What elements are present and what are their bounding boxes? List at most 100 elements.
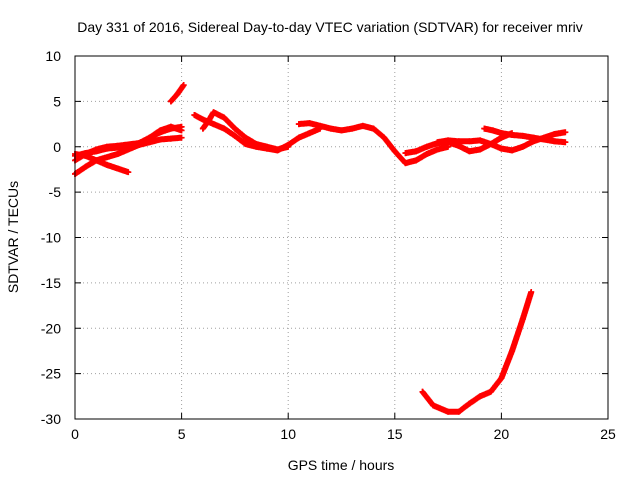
data-point: [391, 148, 398, 155]
data-point: [263, 143, 270, 150]
data-point: [434, 139, 441, 146]
series-arc-e: [167, 82, 187, 105]
data-point: [413, 148, 420, 155]
series-arc-g: [199, 109, 292, 153]
tick-layer: 0 5 10 15 20 25 -30 -25 -20 -15 -10 -5 0 5 10: [41, 48, 616, 442]
data-point: [349, 125, 356, 132]
data-point: [317, 122, 324, 129]
data-point: [338, 127, 345, 134]
data-point: [93, 148, 100, 155]
data-point: [125, 169, 132, 176]
data-point: [231, 125, 238, 132]
data-point: [167, 98, 174, 105]
data-point: [530, 138, 537, 145]
data-point: [509, 347, 516, 354]
data-point: [519, 316, 526, 323]
data-point: [199, 116, 206, 123]
data-point: [402, 150, 409, 157]
data-point: [551, 131, 558, 138]
x-tick-label: 10: [280, 426, 296, 442]
series-arc-l: [419, 288, 535, 415]
series-markers: [419, 289, 534, 415]
data-point: [327, 125, 334, 132]
data-point: [199, 125, 206, 132]
data-point: [295, 121, 302, 128]
data-point: [519, 143, 526, 150]
data-point: [477, 146, 484, 153]
y-tick-label: -30: [41, 411, 61, 427]
plot-frame: [74, 55, 609, 420]
data-point: [103, 161, 110, 168]
y-tick-label: -10: [41, 230, 61, 246]
data-point: [413, 157, 420, 164]
x-axis-label: GPS time / hours: [288, 457, 395, 473]
data-point: [381, 134, 388, 141]
data-point: [157, 136, 164, 143]
chart-title: Day 331 of 2016, Sidereal Day-to-day VTE…: [77, 19, 582, 35]
data-point: [221, 114, 228, 121]
data-point: [498, 130, 505, 137]
data-point: [146, 139, 153, 146]
data-point: [285, 143, 292, 150]
data-point: [180, 82, 187, 89]
data-point: [306, 130, 313, 137]
y-tick-label: -25: [41, 366, 61, 382]
data-point: [509, 131, 516, 138]
data-point: [489, 127, 496, 134]
data-point: [178, 134, 185, 141]
data-point: [541, 134, 548, 141]
data-point: [242, 134, 249, 141]
data-point: [306, 120, 313, 127]
series-arc-d: [72, 134, 185, 159]
data-point: [135, 141, 142, 148]
data-point: [206, 116, 213, 123]
data-point: [466, 138, 473, 145]
data-point: [528, 288, 535, 295]
y-tick-label: 0: [53, 139, 61, 155]
y-tick-label: 10: [45, 48, 61, 64]
data-point: [487, 388, 494, 395]
data-point: [562, 129, 569, 136]
data-point: [509, 147, 516, 154]
data-point: [174, 91, 181, 98]
series-arc-h: [295, 120, 452, 167]
data-point: [455, 408, 462, 415]
y-tick-label: -5: [49, 184, 62, 200]
data-point: [114, 165, 121, 172]
data-layer: [72, 82, 569, 415]
x-tick-label: 25: [600, 426, 616, 442]
data-point: [519, 132, 526, 139]
data-point: [498, 375, 505, 382]
data-point: [466, 400, 473, 407]
data-point: [157, 127, 164, 134]
data-point: [445, 137, 452, 144]
y-tick-label: -15: [41, 275, 61, 291]
data-point: [82, 150, 89, 157]
data-point: [445, 408, 452, 415]
data-point: [231, 132, 238, 139]
data-point: [191, 111, 198, 118]
x-tick-label: 20: [494, 426, 510, 442]
series-arc-k: [434, 129, 569, 154]
data-point: [274, 146, 281, 153]
data-point: [419, 388, 426, 395]
y-tick-label: 5: [53, 93, 61, 109]
data-point: [370, 125, 377, 132]
data-point: [242, 141, 249, 148]
data-point: [82, 163, 89, 170]
data-point: [487, 141, 494, 148]
data-point: [253, 141, 260, 148]
data-point: [295, 134, 302, 141]
data-point: [359, 122, 366, 129]
data-point: [402, 160, 409, 167]
data-point: [210, 109, 217, 116]
data-point: [221, 125, 228, 132]
data-point: [562, 139, 569, 146]
data-point: [93, 157, 100, 164]
data-point: [477, 393, 484, 400]
y-tick-label: -20: [41, 320, 61, 336]
data-point: [114, 151, 121, 158]
data-point: [477, 137, 484, 144]
data-point: [498, 145, 505, 152]
